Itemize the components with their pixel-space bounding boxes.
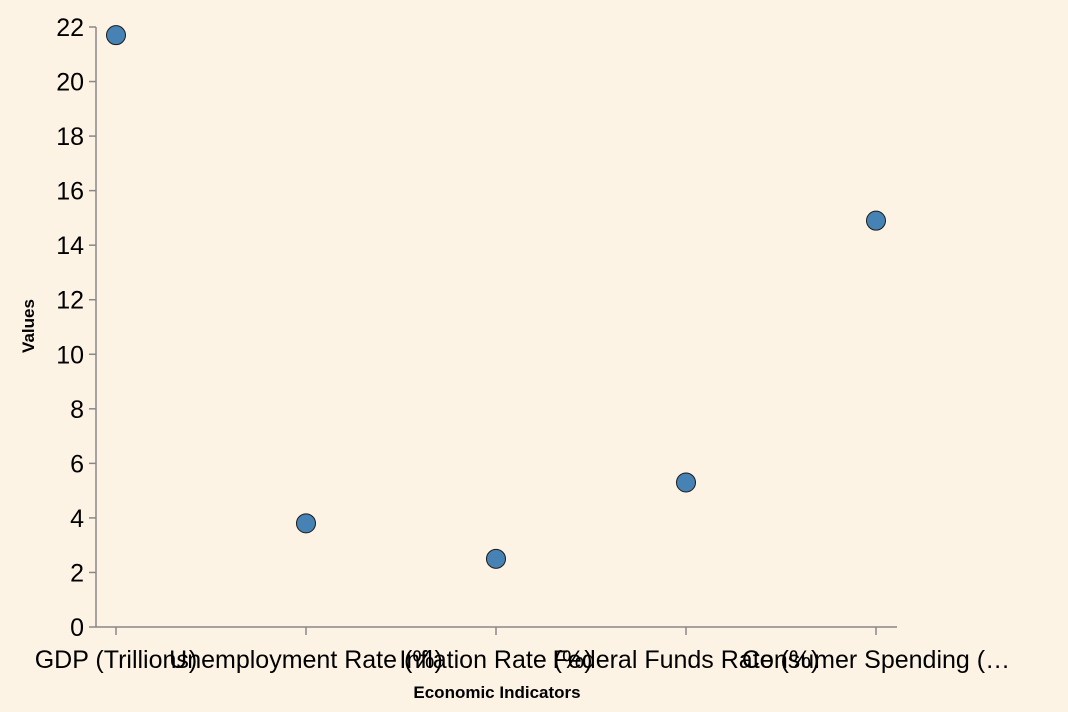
y-tick-label: 8 bbox=[70, 396, 84, 424]
y-tick-label: 14 bbox=[56, 232, 84, 260]
x-tick-label: Federal Funds Rate (%) bbox=[553, 646, 820, 674]
x-axis-title: Economic Indicators bbox=[413, 683, 580, 702]
data-point bbox=[866, 210, 886, 231]
y-tick-label: 20 bbox=[56, 69, 84, 97]
x-axis: GDP (Trillions)Unemployment Rate (%)Infl… bbox=[35, 626, 1010, 674]
y-tick-label: 6 bbox=[70, 450, 84, 478]
y-tick-label: 22 bbox=[56, 14, 84, 42]
x-tick-label: Consumer Spending (… bbox=[742, 646, 1010, 674]
data-point bbox=[106, 25, 126, 46]
y-tick-label: 4 bbox=[70, 505, 84, 533]
x-tick-label: GDP (Trillions) bbox=[35, 646, 198, 674]
y-tick-label: 2 bbox=[70, 559, 84, 587]
y-axis: 0 2 4 6 8 10 12 14 16 18 20 22 bbox=[56, 14, 97, 642]
y-axis-title: Values bbox=[19, 299, 38, 353]
x-tick-label: Unemployment Rate (%) bbox=[169, 646, 443, 674]
y-tick-label: 0 bbox=[70, 614, 84, 642]
y-tick-label: 18 bbox=[56, 123, 84, 151]
y-tick-label: 10 bbox=[56, 341, 84, 369]
data-point bbox=[676, 472, 696, 493]
data-point bbox=[486, 548, 506, 569]
y-tick-label: 12 bbox=[56, 287, 84, 315]
x-tick-label: Inflation Rate (%) bbox=[399, 646, 592, 674]
y-tick-label: 16 bbox=[56, 178, 84, 206]
data-point bbox=[296, 513, 316, 534]
data-points bbox=[106, 25, 886, 569]
